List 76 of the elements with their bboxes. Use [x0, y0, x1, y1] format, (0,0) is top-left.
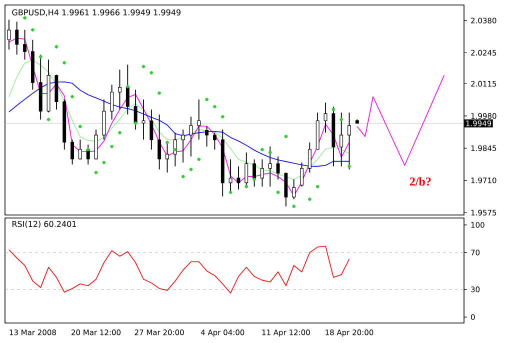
candlestick	[102, 99, 106, 140]
point	[244, 184, 248, 188]
candlestick	[205, 126, 209, 147]
candlestick	[7, 19, 11, 50]
candlestick	[268, 146, 272, 188]
point	[284, 134, 288, 138]
point	[213, 104, 216, 108]
candlestick	[158, 114, 162, 170]
point	[220, 114, 224, 118]
line-series	[8, 246, 350, 294]
candlestick	[181, 129, 185, 163]
candlestick	[126, 64, 130, 115]
point	[70, 94, 74, 98]
point	[158, 91, 162, 95]
chart-title: RSI(12) 60.2401	[12, 220, 76, 228]
candlestick	[236, 166, 240, 190]
candlestick	[189, 116, 193, 157]
candlestick	[228, 158, 232, 193]
point	[197, 158, 201, 162]
point	[62, 61, 66, 64]
point	[252, 178, 256, 182]
candlestick	[94, 129, 98, 160]
candlestick	[348, 112, 351, 170]
point	[46, 118, 50, 122]
candlestick	[300, 162, 304, 188]
point	[118, 130, 122, 134]
candlestick	[244, 152, 248, 188]
candlestick	[166, 142, 169, 173]
annotation: 2/b?	[410, 177, 431, 186]
candlestick	[134, 89, 138, 130]
candlestick	[70, 139, 74, 165]
candlestick	[260, 158, 264, 188]
candlestick	[78, 139, 82, 160]
point	[205, 98, 209, 102]
point	[110, 144, 114, 148]
candlestick	[292, 179, 296, 200]
candlestick	[252, 158, 256, 188]
candlestick	[15, 21, 19, 56]
point	[316, 184, 320, 188]
point	[78, 124, 82, 128]
candlestick	[142, 99, 146, 140]
point	[348, 164, 351, 168]
point	[166, 140, 169, 144]
candlestick	[213, 132, 216, 150]
point	[102, 160, 106, 164]
point	[150, 71, 154, 74]
candlestick	[150, 109, 154, 150]
candlestick	[118, 69, 122, 110]
point	[189, 168, 193, 172]
point	[228, 190, 232, 194]
candlestick	[23, 29, 27, 60]
point	[134, 121, 138, 125]
point	[332, 108, 336, 112]
point	[181, 174, 185, 178]
candlestick	[110, 84, 114, 120]
chart-title: GBPUSD,H4 1.9961 1.9966 1.9949 1.9949	[12, 9, 181, 16]
point	[260, 148, 264, 152]
candlestick	[308, 142, 312, 173]
point	[292, 204, 296, 208]
candlestick	[284, 172, 288, 207]
point	[94, 170, 98, 174]
point	[126, 84, 130, 88]
point	[38, 55, 42, 58]
point	[142, 64, 146, 68]
point	[308, 198, 312, 201]
candlestick	[197, 99, 201, 140]
point	[31, 28, 34, 32]
point	[276, 190, 280, 194]
point	[340, 118, 344, 122]
point	[173, 148, 177, 152]
point	[54, 45, 58, 48]
point	[268, 150, 272, 154]
point	[86, 148, 90, 152]
candlestick	[276, 156, 280, 180]
candlestick	[340, 112, 344, 167]
candlestick	[324, 102, 328, 134]
